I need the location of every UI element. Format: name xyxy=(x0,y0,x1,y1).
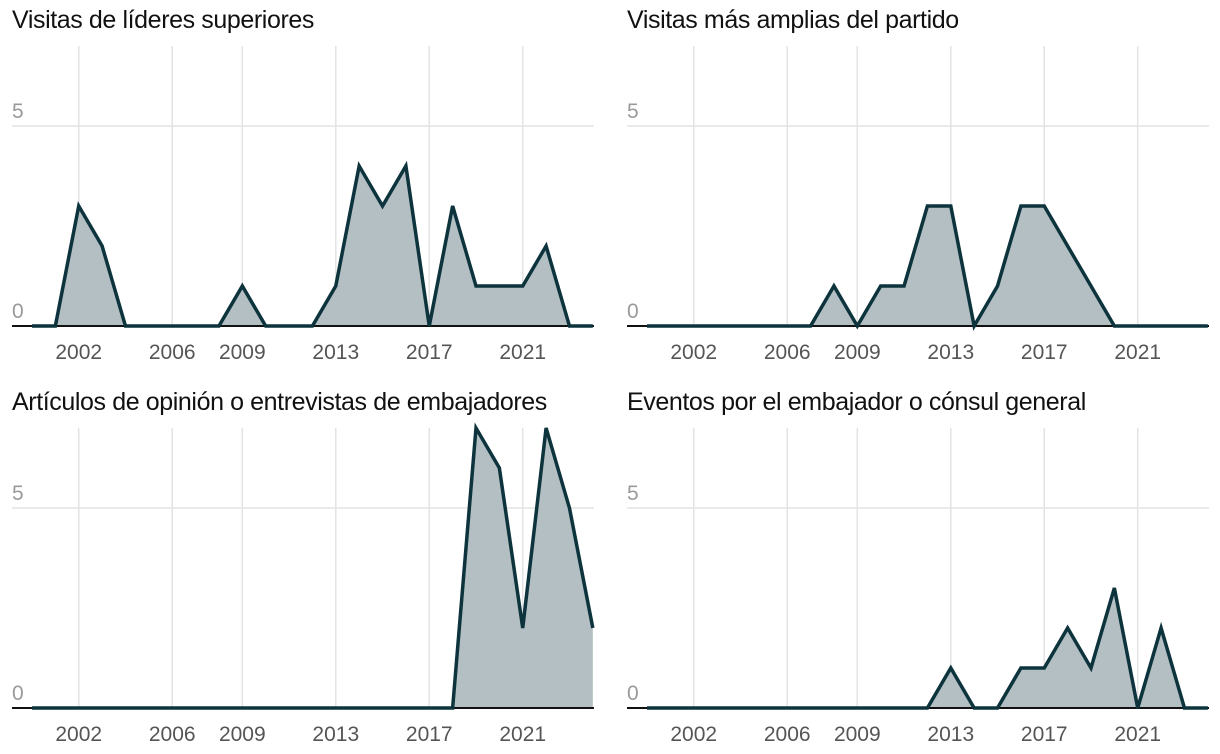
panel-title: Eventos por el embajador o cónsul genera… xyxy=(627,388,1086,416)
series-line xyxy=(32,160,593,328)
x-tick-label: 2002 xyxy=(670,341,717,364)
panel-ambassador-articles: Artículos de opinión o entrevistas de em… xyxy=(12,388,595,754)
x-tick-label: 2021 xyxy=(499,341,546,364)
x-tick-label: 2006 xyxy=(764,341,811,364)
x-tick-label: 2021 xyxy=(1114,723,1161,746)
x-tick-label: 2006 xyxy=(764,723,811,746)
panel-leader-visits: Visitas de líderes superiores 0 5 2002 2006… xyxy=(12,6,594,376)
panel-ambassador-events: Eventos por el embajador o cónsul genera… xyxy=(627,388,1209,754)
series-line xyxy=(647,587,1208,710)
x-tick-label: 2021 xyxy=(1114,341,1161,364)
x-tick-label: 2017 xyxy=(406,341,453,364)
x-tick-label: 2002 xyxy=(670,723,717,746)
x-tick-label: 2013 xyxy=(927,723,974,746)
x-tick-label: 2009 xyxy=(834,341,881,364)
panel-title: Visitas de líderes superiores xyxy=(12,6,314,34)
y-tick-label: 5 xyxy=(627,100,639,123)
area-chart-party-visits: 0 5 2002 2006 2009 2013 2017 2021 xyxy=(627,46,1209,364)
series-area xyxy=(32,428,593,708)
x-tick-label: 2017 xyxy=(406,723,453,746)
x-tick-label: 2013 xyxy=(927,341,974,364)
y-tick-label: 5 xyxy=(12,482,24,505)
series-line xyxy=(32,422,595,710)
area-chart-ambassador-articles: 0 5 2002 2006 2009 2013 2017 2021 xyxy=(12,422,595,746)
x-tick-label: 2017 xyxy=(1021,723,1068,746)
panel-party-visits: Visitas más amplias del partido 0 5 2002 20… xyxy=(627,6,1209,376)
panel-title: Visitas más amplias del partido xyxy=(627,6,959,34)
x-tick-label: 2006 xyxy=(149,341,196,364)
x-tick-label: 2013 xyxy=(312,723,359,746)
y-tick-label: 0 xyxy=(12,682,24,705)
panel-title: Artículos de opinión o entrevistas de em… xyxy=(12,388,547,416)
x-tick-label: 2002 xyxy=(55,341,102,364)
y-tick-label: 0 xyxy=(627,300,639,323)
y-tick-label: 0 xyxy=(627,682,639,705)
x-tick-label: 2017 xyxy=(1021,341,1068,364)
series-area xyxy=(647,588,1208,708)
x-tick-label: 2013 xyxy=(312,341,359,364)
series-line xyxy=(647,204,1208,331)
area-chart-ambassador-events: 0 5 2002 2006 2009 2013 2017 2021 xyxy=(627,428,1209,746)
y-tick-label: 0 xyxy=(12,300,24,323)
x-tick-label: 2009 xyxy=(219,723,266,746)
x-tick-label: 2009 xyxy=(834,723,881,746)
x-tick-label: 2009 xyxy=(219,341,266,364)
x-tick-label: 2021 xyxy=(499,723,546,746)
x-tick-label: 2006 xyxy=(149,723,196,746)
y-tick-label: 5 xyxy=(627,482,639,505)
x-tick-label: 2002 xyxy=(55,723,102,746)
area-chart-leader-visits: 0 5 2002 2006 2009 2013 2017 2021 xyxy=(12,46,594,364)
series-area xyxy=(32,166,593,326)
series-area xyxy=(647,206,1208,326)
y-tick-label: 5 xyxy=(12,100,24,123)
